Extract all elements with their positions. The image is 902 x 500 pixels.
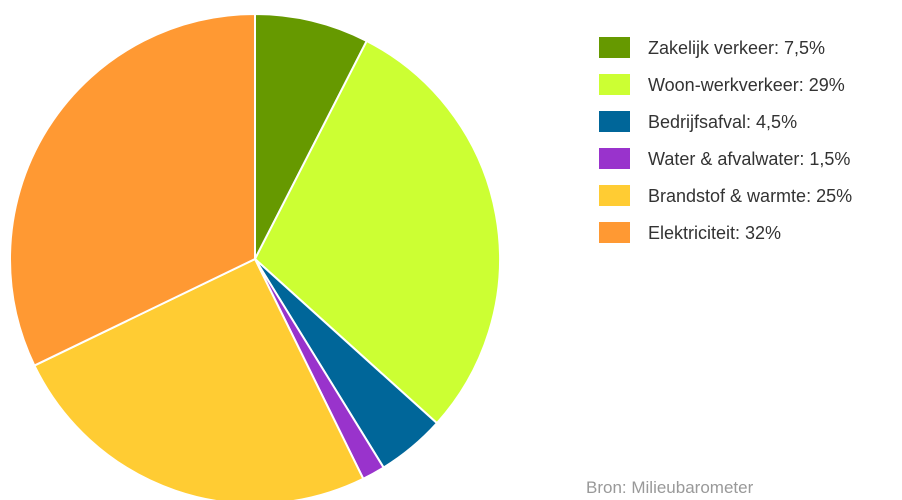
legend-swatch-1 [599, 37, 630, 58]
legend-label-5: Brandstof & warmte: 25% [648, 186, 852, 206]
legend-swatch-6 [599, 222, 630, 243]
legend-label-6: Elektriciteit: 32% [648, 223, 781, 243]
pie-slice-5 [33, 258, 365, 500]
legend-label-4: Water & afvalwater: 1,5% [648, 149, 850, 169]
pie-slice-6 [9, 13, 256, 367]
legend: Zakelijk verkeer: 7,5% Woon-werkverkeer: … [599, 37, 852, 243]
source-label: Bron: Milieubarometer [586, 478, 754, 497]
pie-slice-2 [254, 39, 501, 425]
legend-swatch-3 [599, 111, 630, 132]
legend-label-2: Woon-werkverkeer: 29% [648, 75, 845, 95]
legend-swatch-5 [599, 185, 630, 206]
pie-slices [9, 13, 501, 500]
legend-swatch-4 [599, 148, 630, 169]
legend-label-3: Bedrijfsafval: 4,5% [648, 112, 797, 132]
pie-slice-1 [254, 13, 368, 260]
legend-swatch-2 [599, 74, 630, 95]
legend-label-1: Zakelijk verkeer: 7,5% [648, 38, 825, 58]
